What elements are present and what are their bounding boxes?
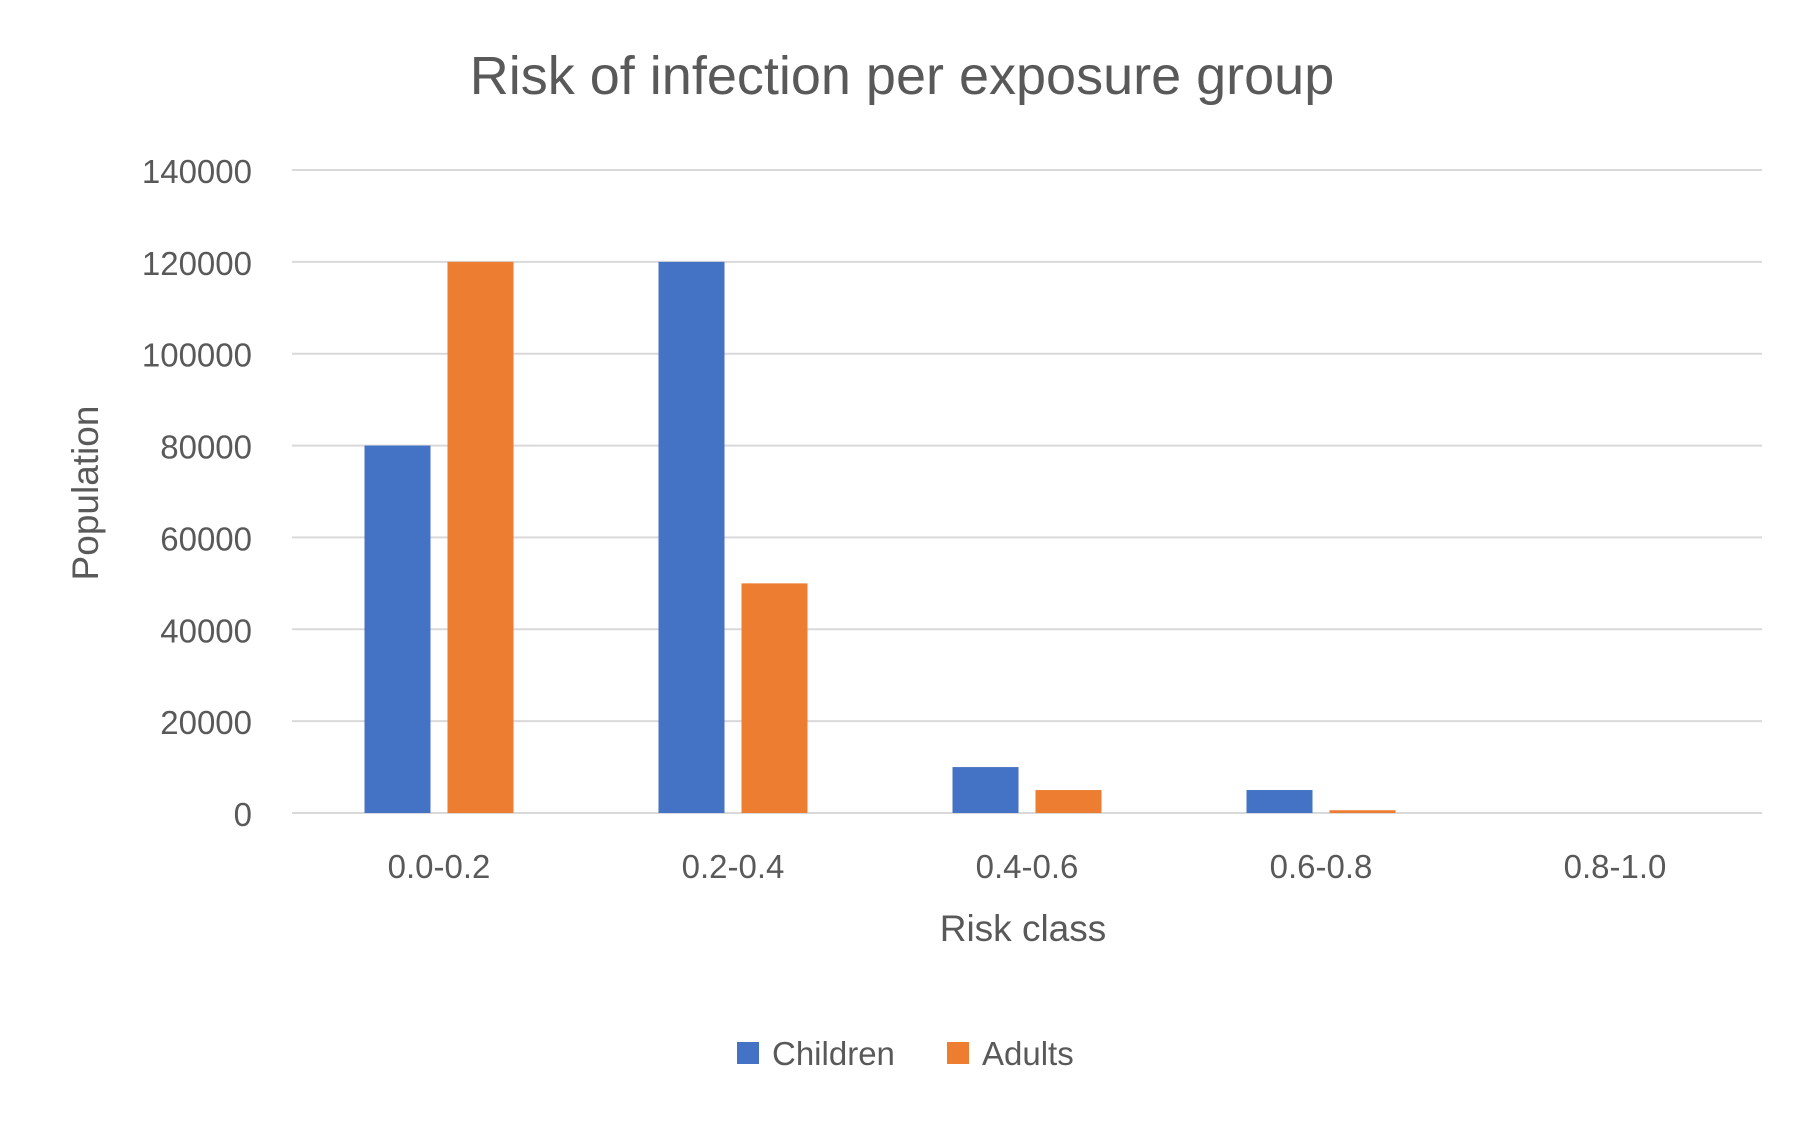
bar-adults-0.4-0.6 [1035,790,1102,813]
legend: Children Adults [737,1035,1074,1072]
y-tick-label: 20000 [160,704,252,741]
x-tick-label: 0.6-0.8 [1270,848,1373,885]
legend-swatch-adults [947,1042,969,1064]
legend-swatch-children [737,1042,759,1064]
y-tick-label: 60000 [160,520,252,557]
bar-adults-0.0-0.2 [447,261,514,813]
y-axis-label: Population [65,406,106,581]
y-tick-label: 140000 [142,153,252,190]
x-tick-label: 0.4-0.6 [976,848,1079,885]
legend-label-adults: Adults [982,1035,1074,1072]
y-tick-label: 0 [234,796,252,833]
bars [364,261,1396,813]
bar-children-0.0-0.2 [364,445,431,813]
y-tick-label: 100000 [142,337,252,374]
x-tick-label: 0.8-1.0 [1564,848,1667,885]
legend-label-children: Children [772,1035,895,1072]
x-axis-ticks: 0.0-0.2 0.2-0.4 0.4-0.6 0.6-0.8 0.8-1.0 [388,848,1667,885]
x-axis-label: Risk class [940,908,1107,949]
chart-title: Risk of infection per exposure group [470,46,1334,106]
bar-children-0.4-0.6 [952,767,1019,813]
bar-adults-0.2-0.4 [741,583,808,813]
x-tick-label: 0.2-0.4 [682,848,785,885]
bar-children-0.6-0.8 [1246,790,1313,813]
y-tick-label: 120000 [142,245,252,282]
gridlines [292,169,1762,814]
bar-children-0.2-0.4 [658,261,725,813]
y-tick-label: 40000 [160,612,252,649]
bar-adults-0.6-0.8 [1329,810,1396,813]
y-tick-label: 80000 [160,429,252,466]
x-tick-label: 0.0-0.2 [388,848,491,885]
y-axis-ticks: 0 20000 40000 60000 80000 100000 120000 140000 [142,153,252,833]
